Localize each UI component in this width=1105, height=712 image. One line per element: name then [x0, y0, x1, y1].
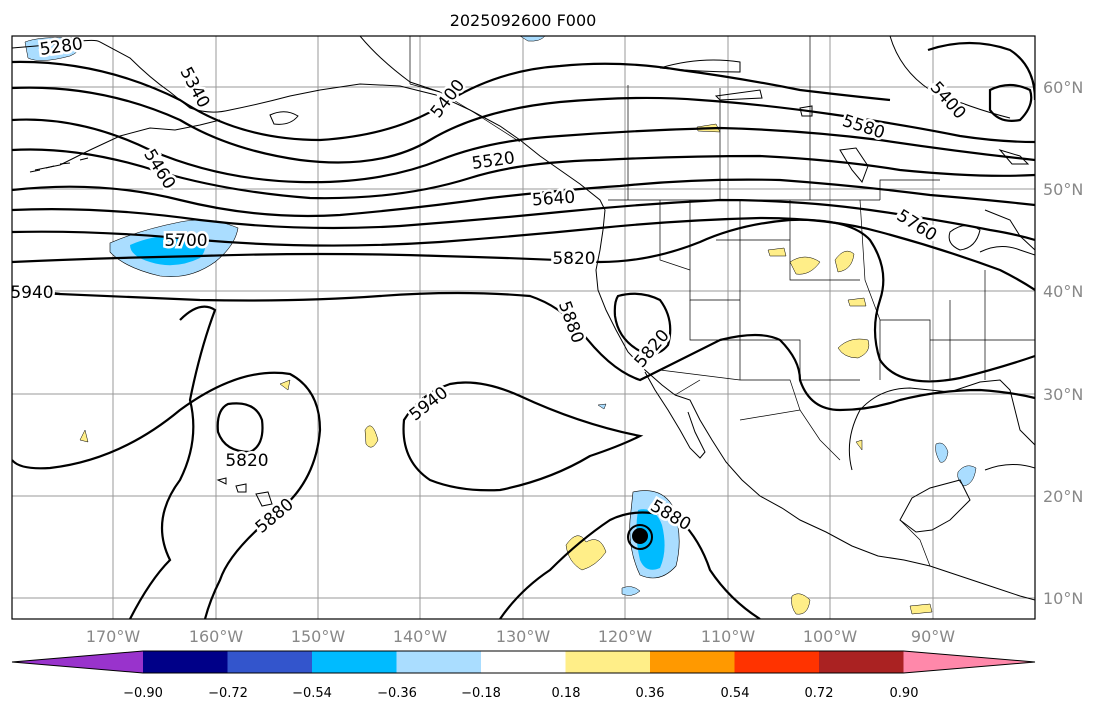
colorbar-segment — [819, 651, 904, 673]
contour-label-5940-central: 5940 — [406, 383, 452, 425]
height-contours — [12, 41, 1035, 619]
yellow-patch-13 — [855, 439, 863, 451]
colorbar: −0.90 −0.72 −0.54 −0.36 −0.18 0.18 0.36 … — [11, 650, 1036, 701]
contour-label-5880: 5880 — [554, 299, 588, 346]
blue-patch-small-3 — [957, 465, 977, 487]
contour-label-5820: 5820 — [552, 249, 595, 269]
lon-label: 110°W — [701, 627, 756, 646]
colorbar-segment — [481, 651, 566, 673]
hurricane-marker — [627, 524, 653, 550]
yellow-patch-6 — [837, 338, 870, 359]
colorbar-segment — [227, 651, 312, 673]
yellow-patch-3 — [789, 256, 821, 275]
lat-label: 60°N — [1043, 78, 1083, 97]
blue-patch-small-4 — [597, 403, 607, 410]
political-borders — [409, 36, 1035, 567]
yellow-patch-8 — [79, 429, 89, 443]
longitude-labels: 170°W 160°W 150°W 140°W 130°W 120°W 110°… — [86, 627, 955, 646]
lon-label: 170°W — [86, 627, 141, 646]
colorbar-segment — [650, 651, 735, 673]
yellow-patch-11 — [909, 603, 933, 615]
lon-label: 150°W — [291, 627, 346, 646]
contour-label-5640: 5640 — [531, 188, 576, 211]
contour-label-5340: 5340 — [175, 64, 213, 112]
blue-patch-small-2 — [935, 442, 949, 463]
contour-label-5520: 5520 — [470, 148, 516, 174]
yellow-patch-4 — [834, 250, 855, 273]
map-border — [11, 35, 1036, 620]
contour-label-5940-west: 5940 — [10, 283, 53, 303]
colorbar-tick-label: 0.36 — [636, 686, 665, 701]
blue-patch-small-1 — [621, 586, 641, 596]
colorbar-tick-label: −0.18 — [461, 686, 501, 701]
lon-label: 130°W — [496, 627, 551, 646]
colorbar-extend-high — [903, 651, 1035, 673]
yellow-patch-9 — [565, 535, 607, 571]
colorbar-tick-label: −0.54 — [292, 686, 332, 701]
shaded-anomaly-areas — [24, 36, 977, 615]
contour-label-5400-west: 5400 — [427, 76, 469, 122]
contour-label-5700: 5700 — [164, 231, 207, 251]
lon-label: 90°W — [911, 627, 955, 646]
lat-label: 20°N — [1043, 487, 1083, 506]
lat-label: 10°N — [1043, 589, 1083, 608]
colorbar-segment — [396, 651, 481, 673]
colorbar-segment — [143, 651, 228, 673]
map-frame: 5280 5340 5460 5400 5520 5580 5640 5700 … — [10, 35, 1036, 620]
lon-label: 160°W — [189, 627, 244, 646]
yellow-patch-10 — [791, 593, 811, 615]
contour-label-5400-east: 5400 — [926, 78, 970, 124]
colorbar-tick-label: −0.90 — [123, 686, 163, 701]
latitude-labels: 60°N 50°N 40°N 30°N 20°N 10°N — [1043, 78, 1083, 608]
lat-label: 40°N — [1043, 282, 1083, 301]
colorbar-tick-label: 0.90 — [890, 686, 919, 701]
map-title: 2025092600 F000 — [450, 11, 597, 30]
yellow-patch-7 — [364, 425, 379, 448]
colorbar-tick-label: −0.72 — [208, 686, 248, 701]
gridlines — [12, 36, 1035, 619]
yellow-patch-12 — [279, 379, 291, 391]
colorbar-segment — [734, 651, 819, 673]
colorbar-tick-label: 0.54 — [721, 686, 750, 701]
contour-label-5820-hawaii: 5820 — [225, 451, 268, 471]
lon-label: 100°W — [803, 627, 858, 646]
blue-patch-hurricane-deep — [636, 509, 665, 570]
colorbar-extend-low — [12, 651, 143, 673]
yellow-patch-5 — [847, 297, 867, 307]
colorbar-tick-label: −0.36 — [377, 686, 417, 701]
yellow-patch-2 — [767, 247, 787, 257]
coastlines — [12, 36, 1035, 601]
lon-label: 120°W — [598, 627, 653, 646]
blue-patch-top — [519, 36, 546, 42]
lat-label: 50°N — [1043, 180, 1083, 199]
colorbar-outline — [11, 650, 1036, 674]
lon-label: 140°W — [393, 627, 448, 646]
colorbar-tick-label: 0.72 — [805, 686, 834, 701]
colorbar-segment — [565, 651, 650, 673]
contour-label-5460: 5460 — [139, 146, 179, 193]
lat-label: 30°N — [1043, 385, 1083, 404]
colorbar-segment — [312, 651, 397, 673]
colorbar-tick-label: 0.18 — [552, 686, 581, 701]
